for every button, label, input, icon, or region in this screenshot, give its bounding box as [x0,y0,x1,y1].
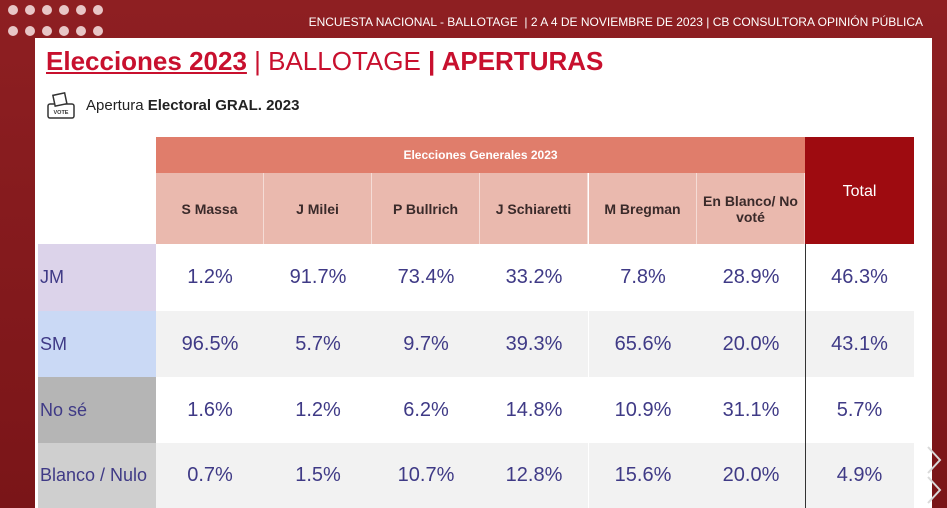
icon-text: VOTE [54,110,69,116]
dot [25,26,35,36]
title-part: | APERTURAS [428,46,604,76]
header-bar-text: ENCUESTA NACIONAL - BALLOTAGE | 2 A 4 DE… [308,15,923,29]
dot [76,26,86,36]
dot [42,5,52,15]
table-cell: 7.8% [589,244,697,311]
column-header: J Milei [264,173,372,244]
dot [42,26,52,36]
table-cell: 91.7% [264,244,372,311]
subtitle-normal: Apertura [86,97,148,114]
table-cell: 96.5% [156,311,264,377]
total-divider [805,244,806,508]
table-cell: 28.9% [697,244,805,311]
table-cell: 6.2% [372,377,480,443]
table-cell: 10.7% [372,443,480,508]
table-cell: 73.4% [372,244,480,311]
dot [59,5,69,15]
table-cell: 20.0% [697,443,805,508]
table-cell: 12.8% [480,443,588,508]
table-cell: 65.6% [589,311,697,377]
total-header: Total [805,137,914,244]
ballot-icon: VOTE [47,92,75,119]
table-cell: 15.6% [589,443,697,508]
row-label: JM [38,244,156,311]
table-cell: 39.3% [480,311,588,377]
table-cell: 20.0% [697,311,805,377]
table-cell: 1.2% [264,377,372,443]
row-label: Blanco / Nulo [38,443,156,508]
subtitle-bold: Electoral GRAL. 2023 [147,97,300,114]
table-cell: 10.9% [589,377,697,443]
row-label: No sé [38,377,156,443]
table-cell: 9.7% [372,311,480,377]
table-cell: 1.5% [264,443,372,508]
column-header: M Bregman [589,173,697,244]
column-header: P Bullrich [372,173,480,244]
title: Elecciones 2023 | BALLOTAGE | APERTURAS [46,46,603,77]
column-header: S Massa [156,173,264,244]
chevron [927,446,942,474]
table-cell: 43.1% [805,311,914,377]
dot [93,5,103,15]
row-label: SM [38,311,156,377]
column-header: En Blanco/ No voté [697,173,805,244]
table-cell: 1.2% [156,244,264,311]
dot [76,5,86,15]
table-cell: 5.7% [805,377,914,443]
table-cell: 4.9% [805,443,914,508]
table-cell: 31.1% [697,377,805,443]
table-cell: 46.3% [805,244,914,311]
dot [8,5,18,15]
dot [8,26,18,36]
group-header: Elecciones Generales 2023 [156,137,805,173]
table-cell: 33.2% [480,244,588,311]
dot [59,26,69,36]
dot [93,26,103,36]
chevron [927,476,942,504]
title-part: | BALLOTAGE [246,46,429,76]
dot [25,5,35,15]
column-header: J Schiaretti [480,173,588,244]
table-cell: 5.7% [264,311,372,377]
subtitle: Apertura Electoral GRAL. 2023 [86,97,299,114]
table-cell: 0.7% [156,443,264,508]
table-cell: 1.6% [156,377,264,443]
title-part: Elecciones 2023 [46,46,247,76]
table-cell: 14.8% [480,377,588,443]
